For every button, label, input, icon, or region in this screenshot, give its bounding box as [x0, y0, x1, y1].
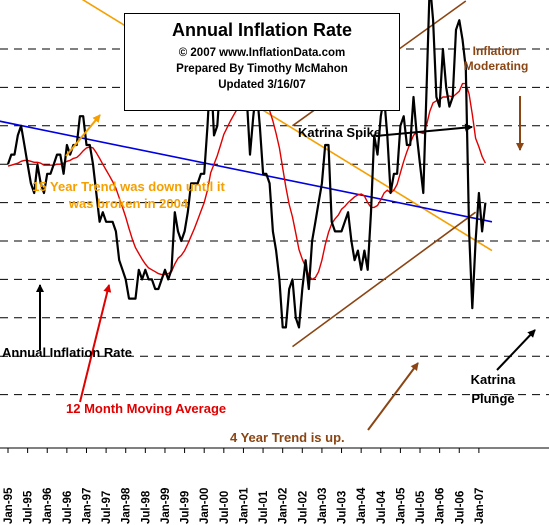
x-tick-label: Jul-01 [258, 490, 270, 524]
arrow-15-year-trend [65, 114, 101, 157]
prepared-by-line: Prepared By Timothy McMahon [176, 63, 348, 75]
x-tick-label: Jan-02 [278, 488, 290, 524]
x-tick-label: Jan-03 [317, 488, 329, 524]
annotation-4-year-trend: 4 Year Trend is up. [230, 430, 345, 445]
annotation-inflation-moderating: Inflation Moderating [463, 44, 529, 73]
x-tick-label: Jan-05 [395, 487, 407, 524]
x-tick-label: Jul-06 [454, 491, 466, 524]
arrow-katrina-spike [375, 123, 473, 137]
x-tick-label: Jan-04 [356, 487, 368, 524]
x-tick-label: Jan-98 [121, 487, 133, 524]
arrow-moving-average [79, 284, 112, 403]
x-tick-label: Jul-00 [219, 491, 231, 524]
annotation-15-year-trend: 15 Year Trend was down until it was brok… [32, 179, 225, 211]
arrow-katrina-plunge [496, 329, 536, 371]
annotation-moving-average: 12 Month Moving Average [66, 401, 227, 416]
annotation-arrows [36, 96, 536, 431]
x-tick-label: Jul-02 [297, 491, 309, 524]
updated-line: Updated 3/16/07 [218, 79, 306, 91]
annotation-katrina-spike: Katrina Spike [298, 125, 382, 140]
x-tick-label: Jan-95 [3, 487, 15, 524]
x-tick-label: Jul-05 [415, 490, 427, 524]
x-tick-label: Jan-07 [474, 488, 486, 524]
x-tick-label: Jan-00 [199, 488, 211, 524]
trend-line-long-term-trend [0, 120, 493, 223]
copyright-line: © 2007 www.InflationData.com [178, 47, 346, 59]
x-tick-label: Jan-97 [81, 488, 93, 524]
x-tick-label: Jul-96 [62, 491, 74, 524]
chart-title-box: Annual Inflation Rate © 2007 www.Inflati… [124, 13, 400, 111]
x-tick-label: Jul-95 [23, 490, 35, 524]
x-tick-label: Jul-98 [140, 490, 152, 524]
x-axis-ticks: Jan-95 Jul-95 Jan-96 Jul-96 Jan-97 Jul-97 Jan-… [3, 448, 486, 524]
annotation-katrina-plunge: Katrina Plunge [470, 372, 516, 406]
x-tick-label: Jul-97 [101, 491, 113, 524]
x-tick-label: Jul-99 [180, 491, 192, 524]
annotation-annual-inflation-rate: Annual Inflation Rate [2, 345, 132, 360]
arrow-4-year-trend [367, 362, 419, 431]
chart-title: Annual Inflation Rate [172, 20, 352, 40]
x-tick-label: Jan-99 [160, 488, 172, 524]
x-tick-label: Jan-06 [435, 488, 447, 524]
x-tick-label: Jan-96 [42, 488, 54, 524]
x-tick-label: Jan-01 [238, 487, 250, 524]
x-tick-label: Jul-04 [376, 490, 388, 524]
x-tick-label: Jul-03 [337, 491, 349, 524]
trend-line-4-year-trend-lower [292, 211, 477, 348]
